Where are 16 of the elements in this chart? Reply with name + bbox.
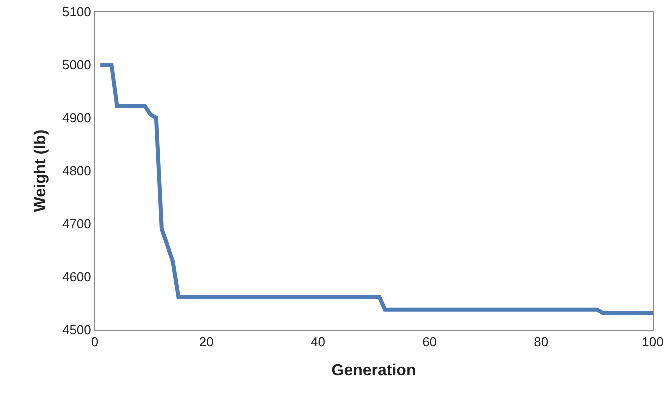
line-series [98, 63, 653, 316]
y-tick-label: 5100 [62, 4, 92, 20]
x-tick-label: 100 [642, 334, 664, 350]
x-axis-title: Generation [332, 362, 416, 380]
y-tick-label: 4900 [62, 110, 92, 126]
x-tick-label: 0 [91, 334, 99, 350]
x-tick-label: 40 [310, 334, 326, 350]
y-tick-label: 4600 [62, 270, 92, 285]
y-tick-label: 4700 [62, 216, 92, 232]
y-tick-label: 4800 [62, 164, 92, 179]
x-tick-label: 80 [534, 334, 549, 350]
x-tick-label: 20 [199, 334, 214, 350]
x-tick-label: 60 [422, 334, 438, 350]
y-tick-label: 5000 [62, 58, 92, 73]
y-axis-title: Weight (lb) [32, 130, 50, 212]
y-tick-label: 4500 [62, 322, 92, 338]
